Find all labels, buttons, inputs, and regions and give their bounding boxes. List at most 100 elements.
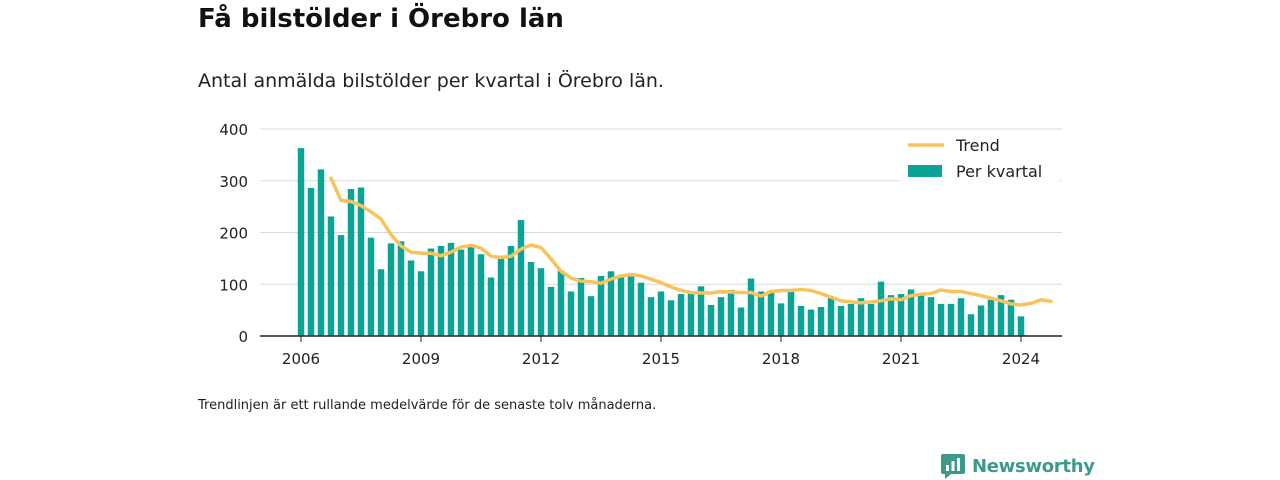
bar bbox=[367, 237, 375, 336]
bar bbox=[387, 243, 395, 336]
bar bbox=[797, 305, 805, 336]
bar bbox=[527, 262, 535, 336]
bar bbox=[767, 292, 775, 336]
x-axis: 2006 2009 2012 2015 2018 2021 2024 bbox=[260, 335, 1062, 368]
bar bbox=[587, 296, 595, 336]
bar bbox=[667, 300, 675, 336]
bar bbox=[837, 305, 845, 336]
y-tick-label: 0 bbox=[238, 328, 248, 346]
bar bbox=[327, 216, 335, 336]
bar bbox=[807, 309, 815, 336]
trend-series bbox=[329, 176, 1053, 307]
legend-trend-label: Trend bbox=[955, 136, 1000, 155]
bar bbox=[417, 271, 425, 336]
bar bbox=[447, 242, 455, 336]
y-tick-label: 100 bbox=[219, 276, 248, 294]
bar bbox=[567, 291, 575, 336]
bar bbox=[497, 257, 505, 336]
bar bbox=[827, 298, 835, 336]
bar bbox=[627, 276, 635, 336]
bar bbox=[487, 277, 495, 336]
bar bbox=[297, 148, 305, 336]
bar bbox=[467, 245, 475, 336]
bar bbox=[437, 245, 445, 336]
bar bbox=[597, 275, 605, 336]
bar bbox=[897, 294, 905, 336]
bar bbox=[697, 286, 705, 336]
bar bbox=[557, 270, 565, 336]
bar bbox=[917, 293, 925, 336]
bar bbox=[977, 305, 985, 336]
bar bbox=[1017, 316, 1025, 336]
brand-logo[interactable]: Newsworthy bbox=[940, 452, 1095, 480]
brand-name: Newsworthy bbox=[972, 455, 1095, 477]
bar bbox=[717, 297, 725, 336]
x-tick-label: 2018 bbox=[762, 350, 800, 368]
y-axis: 0 100 200 300 400 bbox=[219, 121, 248, 346]
trend-line bbox=[329, 176, 1053, 307]
bar bbox=[427, 248, 435, 336]
bar bbox=[947, 303, 955, 336]
bar bbox=[517, 220, 525, 336]
bar bbox=[987, 299, 995, 336]
bar bbox=[757, 291, 765, 336]
x-tick-label: 2006 bbox=[282, 350, 320, 368]
bar bbox=[357, 187, 365, 336]
bar bbox=[967, 314, 975, 336]
page-title: Få bilstölder i Örebro län bbox=[198, 4, 564, 34]
y-tick-label: 300 bbox=[219, 173, 248, 191]
x-tick-label: 2015 bbox=[642, 350, 680, 368]
legend-bar-swatch bbox=[908, 165, 942, 177]
bar bbox=[687, 292, 695, 336]
bar bbox=[407, 260, 415, 336]
bar bbox=[377, 269, 385, 336]
bar bbox=[927, 297, 935, 336]
bar bbox=[537, 268, 545, 336]
footnote: Trendlinjen är ett rullande medelvärde f… bbox=[198, 398, 657, 413]
bar bbox=[707, 304, 715, 336]
bar bbox=[317, 169, 325, 336]
x-tick-label: 2021 bbox=[882, 350, 920, 368]
y-tick-label: 200 bbox=[219, 225, 248, 243]
newsworthy-logo-icon bbox=[941, 454, 965, 479]
bar bbox=[937, 303, 945, 336]
bar bbox=[337, 235, 345, 336]
bar bbox=[397, 241, 405, 336]
bar bbox=[747, 278, 755, 336]
bar bbox=[647, 297, 655, 336]
bar bbox=[607, 271, 615, 336]
bar bbox=[877, 281, 885, 336]
bar bbox=[997, 295, 1005, 336]
bar bbox=[857, 298, 865, 336]
x-tick-label: 2009 bbox=[402, 350, 440, 368]
legend: Trend Per kvartal bbox=[900, 132, 1060, 184]
bar bbox=[887, 295, 895, 336]
bar bbox=[777, 303, 785, 336]
page-subtitle: Antal anmälda bilstölder per kvartal i Ö… bbox=[198, 70, 664, 92]
y-tick-label: 400 bbox=[219, 121, 248, 139]
bar bbox=[577, 278, 585, 336]
bar-series bbox=[297, 148, 1025, 336]
x-tick-label: 2012 bbox=[522, 350, 560, 368]
bar bbox=[817, 307, 825, 336]
bar bbox=[787, 289, 795, 336]
bar bbox=[847, 303, 855, 336]
bar bbox=[307, 188, 315, 336]
bar bbox=[727, 289, 735, 336]
legend-bar-label: Per kvartal bbox=[956, 162, 1042, 181]
bar bbox=[907, 289, 915, 336]
bar bbox=[477, 254, 485, 336]
bar bbox=[677, 294, 685, 336]
bar bbox=[657, 291, 665, 336]
x-tick-label: 2024 bbox=[1002, 350, 1040, 368]
bar bbox=[737, 307, 745, 336]
bar bbox=[637, 282, 645, 336]
bar bbox=[867, 303, 875, 336]
bar bbox=[347, 189, 355, 336]
bar bbox=[617, 277, 625, 336]
bar bbox=[957, 298, 965, 336]
bar bbox=[1007, 299, 1015, 336]
bar bbox=[547, 286, 555, 336]
bar bbox=[507, 245, 515, 336]
